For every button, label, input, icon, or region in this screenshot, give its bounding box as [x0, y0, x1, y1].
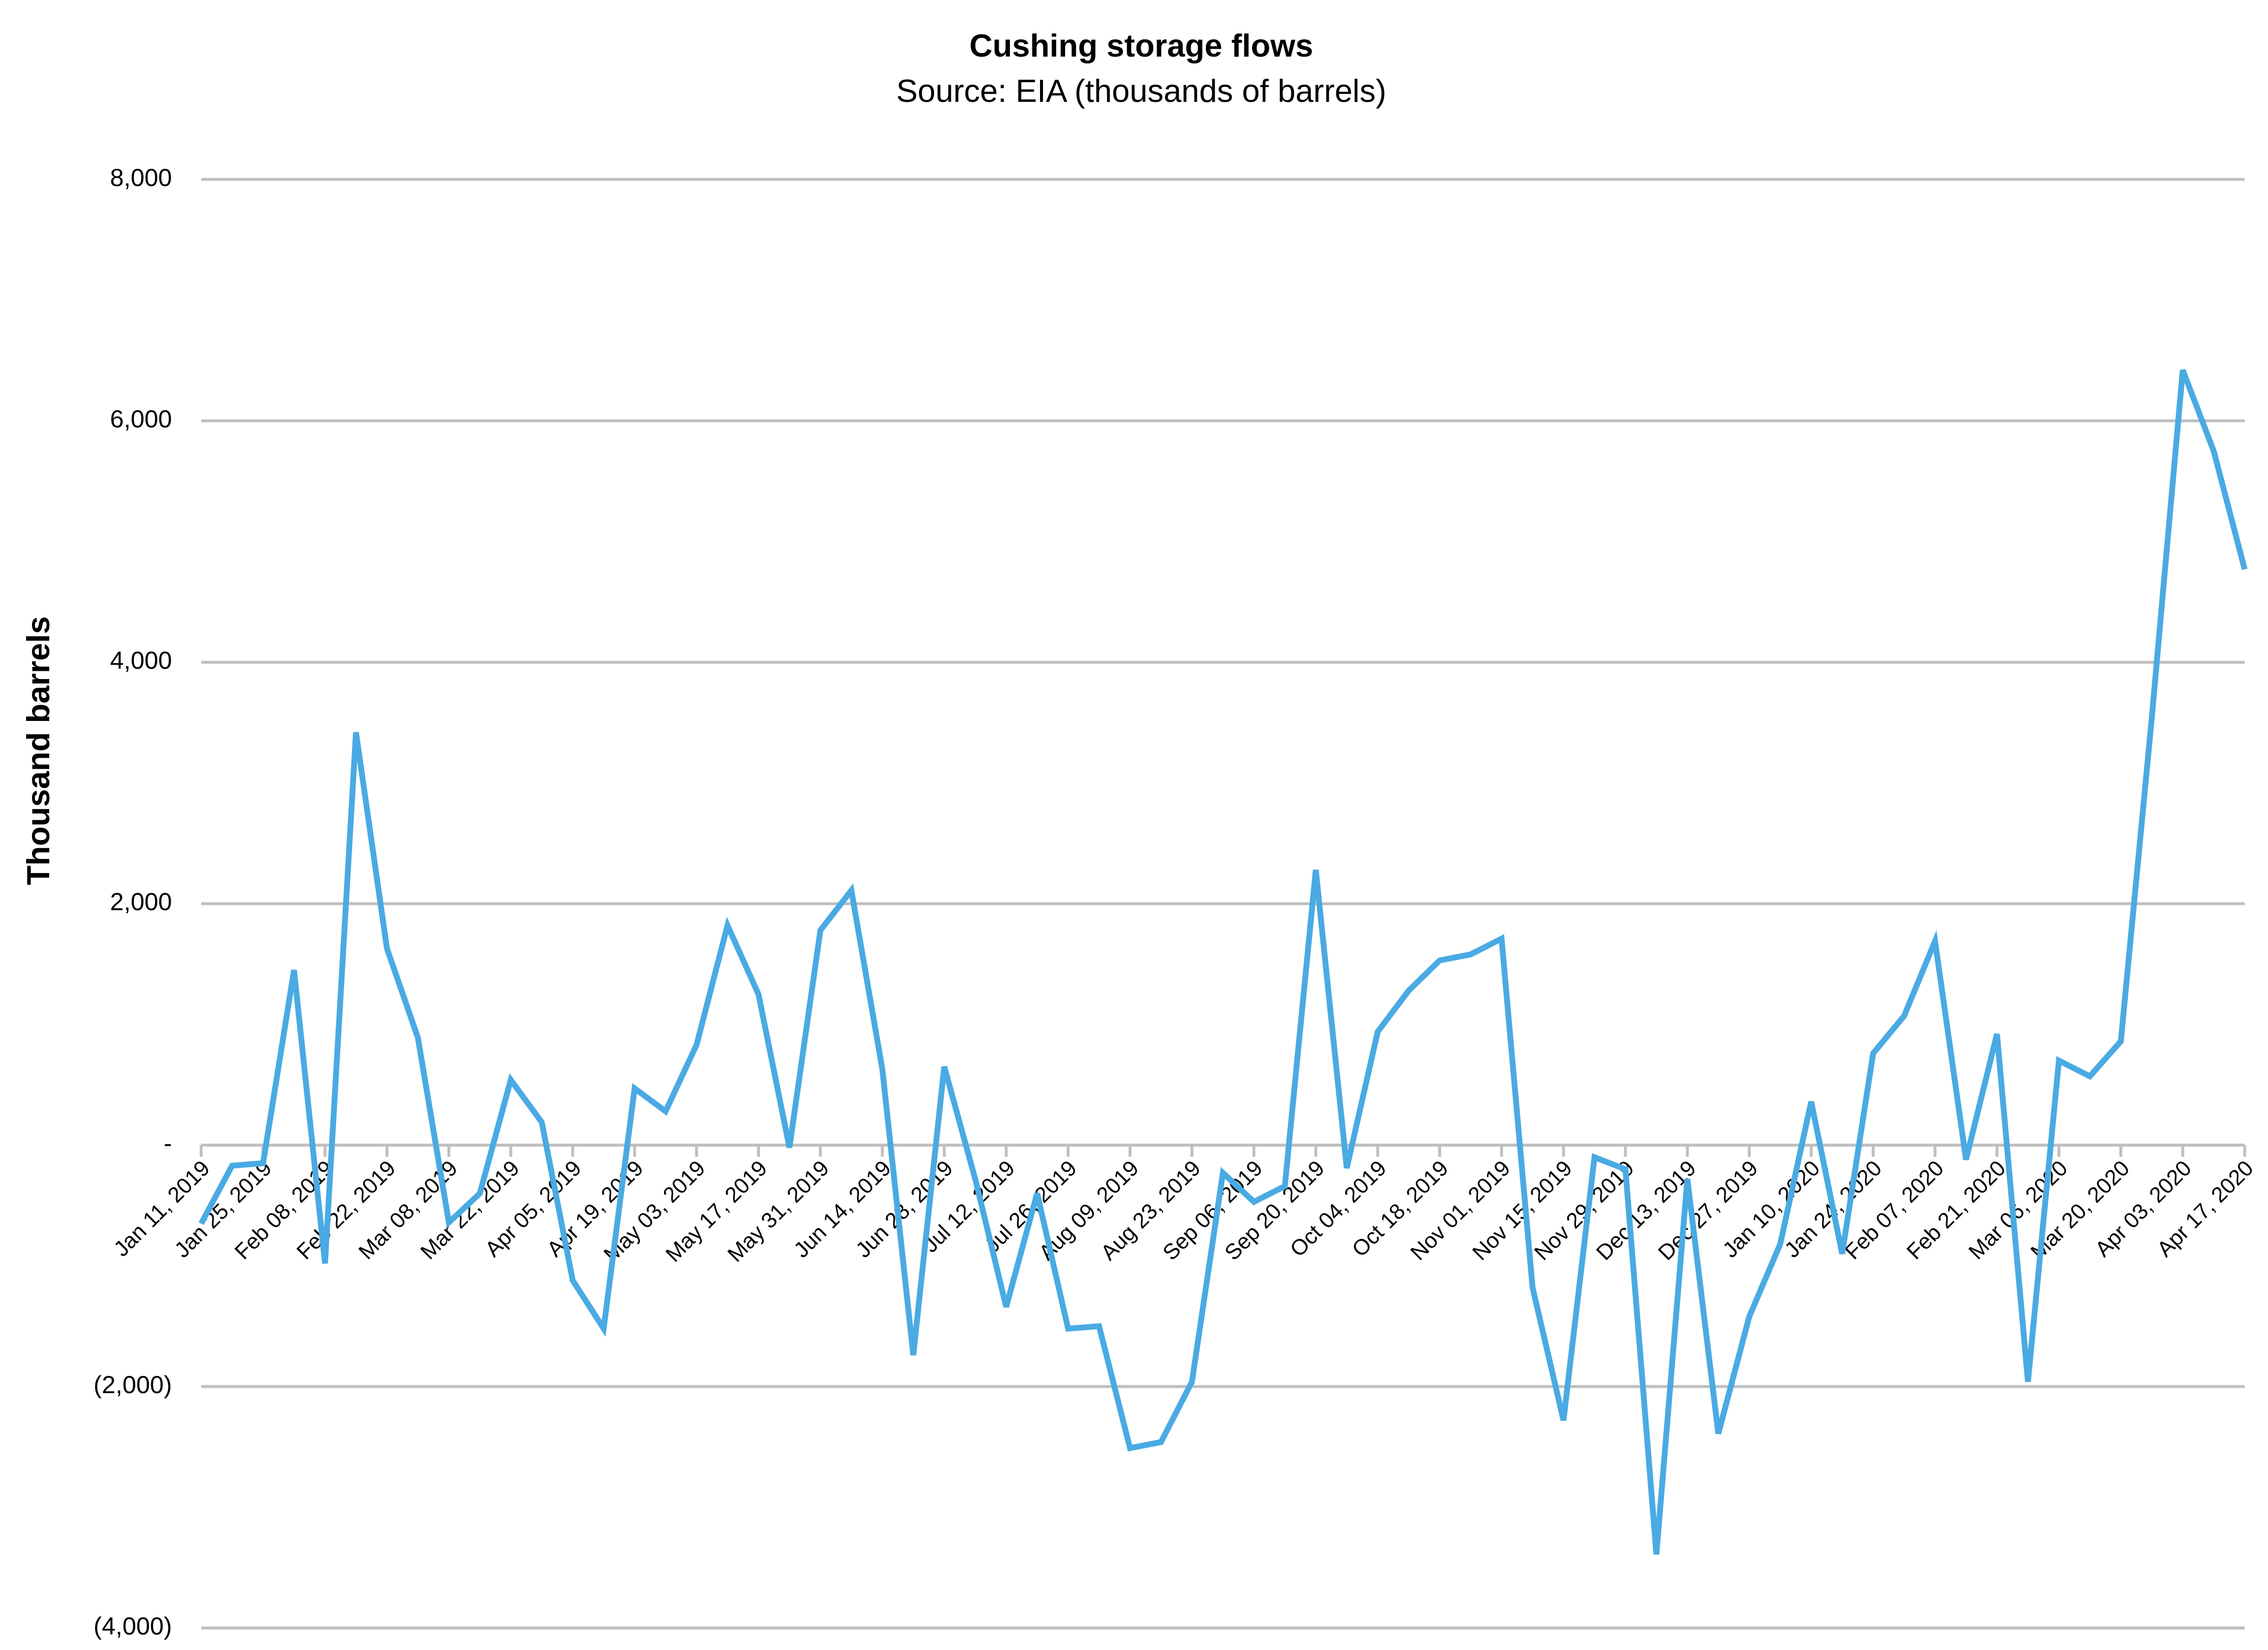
- chart-subtitle: Source: EIA (thousands of barrels): [896, 73, 1386, 109]
- chart-title: Cushing storage flows: [970, 28, 1314, 63]
- y-axis-label: Thousand barrels: [20, 616, 56, 885]
- y-tick-label: 8,000: [110, 163, 172, 191]
- data-line: [198, 369, 2248, 1555]
- y-tick-label: (2,000): [94, 1370, 172, 1399]
- y-tick-label: -: [164, 1129, 172, 1157]
- y-tick-label: (4,000): [94, 1612, 172, 1640]
- y-tick-label: 6,000: [110, 405, 172, 433]
- y-tick-label: 2,000: [110, 888, 172, 916]
- y-tick-label: 4,000: [110, 646, 172, 674]
